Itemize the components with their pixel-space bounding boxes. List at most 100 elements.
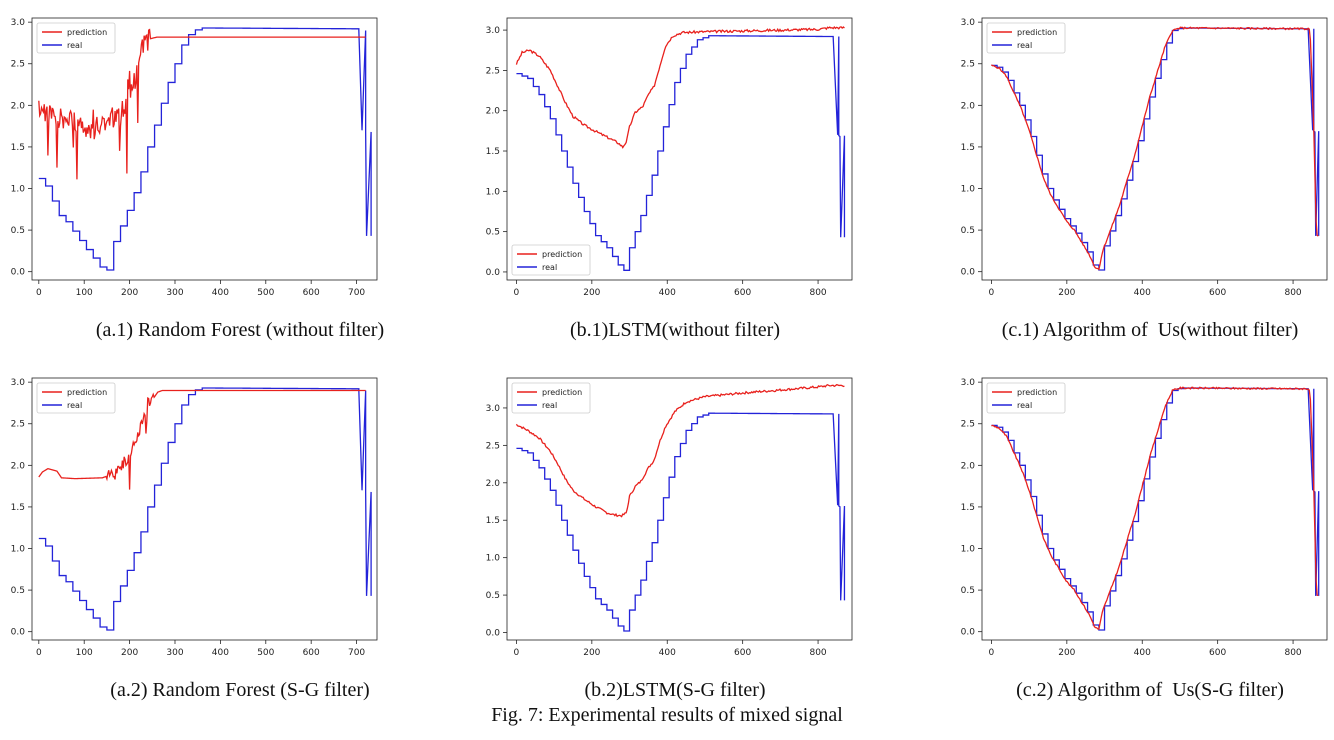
y-tick-label: 1.0 [486, 187, 501, 197]
x-tick-label: 0 [36, 648, 42, 658]
y-tick-label: 1.0 [961, 185, 976, 195]
y-tick-label: 3.0 [11, 378, 26, 388]
series-prediction-line [991, 26, 1319, 271]
y-tick-label: 0.0 [961, 268, 976, 278]
y-tick-label: 2.5 [486, 441, 500, 451]
legend-label-prediction: prediction [1017, 28, 1057, 37]
legend-label-prediction: prediction [67, 388, 107, 397]
series-real-line [38, 387, 372, 631]
x-tick-label: 600 [734, 648, 751, 658]
caption-c2: (c.2) Algorithm of Us(S-G filter) [1016, 679, 1284, 701]
legend-label-real: real [1017, 41, 1032, 50]
y-tick-label: 2.0 [486, 107, 501, 117]
x-tick-label: 200 [1058, 648, 1075, 658]
y-tick-label: 0.5 [961, 586, 975, 596]
y-tick-label: 2.0 [961, 101, 976, 111]
x-tick-label: 200 [583, 288, 600, 298]
chart-b1: 0 200 400 600 800 0.0 0.5 1.0 1.5 2.0 2.5 3.0 predic… [486, 17, 853, 298]
y-tick-label: 0.5 [961, 226, 975, 236]
x-tick-label: 0 [989, 648, 995, 658]
series-real-line [516, 35, 846, 271]
legend-label-real: real [67, 41, 82, 50]
chart-b2: 0 200 400 600 800 0.0 0.5 1.0 1.5 2.0 2.5 3.0 predic… [486, 377, 853, 658]
y-tick-label: 2.0 [961, 461, 976, 471]
plot-frame [981, 17, 1328, 281]
y-tick-label: 2.5 [961, 60, 975, 70]
x-tick-label: 500 [257, 648, 274, 658]
x-tick-label: 800 [1284, 648, 1301, 658]
caption-b2: (b.2)LSTM(S-G filter) [584, 679, 766, 701]
y-tick-label: 0.0 [11, 628, 26, 638]
series-prediction-line [38, 389, 366, 490]
x-tick-label: 600 [303, 288, 320, 298]
y-tick-label: 0.5 [11, 586, 25, 596]
plot-frame [31, 377, 378, 641]
x-tick-label: 600 [1209, 288, 1226, 298]
x-tick-label: 200 [583, 648, 600, 658]
caption-c1: (c.1) Algorithm of Us(without filter) [1001, 319, 1299, 341]
legend-label-prediction: prediction [1017, 388, 1057, 397]
y-tick-label: 2.5 [961, 420, 975, 430]
x-tick-label: 400 [659, 648, 676, 658]
y-tick-label: 2.5 [11, 420, 25, 430]
legend-label-prediction: prediction [67, 28, 107, 37]
legend-label-prediction: prediction [542, 388, 582, 397]
x-tick-label: 700 [348, 648, 365, 658]
x-tick-label: 600 [303, 648, 320, 658]
x-tick-label: 300 [166, 288, 183, 298]
y-tick-label: 1.5 [961, 143, 975, 153]
y-tick-label: 3.0 [486, 26, 501, 36]
y-tick-label: 0.5 [11, 226, 25, 236]
plot-frame [506, 17, 853, 281]
series-prediction-line [515, 25, 845, 149]
x-tick-label: 400 [1134, 648, 1151, 658]
x-tick-label: 800 [809, 288, 826, 298]
plot-frame [981, 377, 1328, 641]
y-tick-label: 1.0 [486, 554, 501, 564]
x-tick-label: 800 [1284, 288, 1301, 298]
chart-c2: 0 200 400 600 800 0.0 0.5 1.0 1.5 2.0 2.5 3.0 predic… [961, 377, 1328, 658]
y-tick-label: 1.5 [961, 503, 975, 513]
y-tick-label: 1.0 [961, 545, 976, 555]
y-tick-label: 3.0 [961, 18, 976, 28]
x-tick-label: 0 [514, 288, 520, 298]
y-tick-label: 3.0 [11, 18, 26, 28]
x-tick-label: 200 [121, 648, 138, 658]
legend-label-real: real [67, 401, 82, 410]
y-tick-label: 2.0 [11, 461, 26, 471]
y-tick-label: 2.5 [11, 60, 25, 70]
x-tick-label: 0 [36, 288, 42, 298]
y-tick-label: 0.0 [11, 268, 26, 278]
caption-a2: (a.2) Random Forest (S-G filter) [110, 679, 370, 701]
chart-c1: 0 200 400 600 800 0.0 0.5 1.0 1.5 2.0 2.5 3.0 predic… [961, 17, 1328, 298]
y-tick-label: 0.5 [486, 591, 500, 601]
series-prediction-line [515, 383, 845, 518]
x-tick-label: 100 [76, 288, 93, 298]
x-tick-label: 600 [734, 288, 751, 298]
caption-a1: (a.1) Random Forest (without filter) [95, 319, 385, 341]
y-tick-label: 0.0 [486, 629, 501, 639]
x-tick-label: 400 [1134, 288, 1151, 298]
series-prediction-line [991, 386, 1319, 630]
x-tick-label: 400 [212, 288, 229, 298]
caption-b1: (b.1)LSTM(without filter) [570, 319, 780, 341]
chart-a1: 0 100 200 300 400 500 600 700 0.0 0.5 1.0 1.5 2.0 2.5… [11, 17, 378, 298]
y-tick-label: 2.0 [486, 479, 501, 489]
x-tick-label: 200 [121, 288, 138, 298]
y-tick-label: 2.5 [486, 66, 500, 76]
legend-label-real: real [542, 401, 557, 410]
y-tick-label: 0.0 [961, 628, 976, 638]
x-tick-label: 400 [659, 288, 676, 298]
y-tick-label: 3.0 [486, 404, 501, 414]
y-tick-label: 1.5 [486, 147, 500, 157]
x-tick-label: 300 [166, 648, 183, 658]
y-tick-label: 0.0 [486, 268, 501, 278]
x-tick-label: 600 [1209, 648, 1226, 658]
x-tick-label: 200 [1058, 288, 1075, 298]
plot-frame [506, 377, 853, 641]
y-tick-label: 3.0 [961, 378, 976, 388]
y-tick-label: 1.5 [11, 503, 25, 513]
x-tick-label: 400 [212, 648, 229, 658]
